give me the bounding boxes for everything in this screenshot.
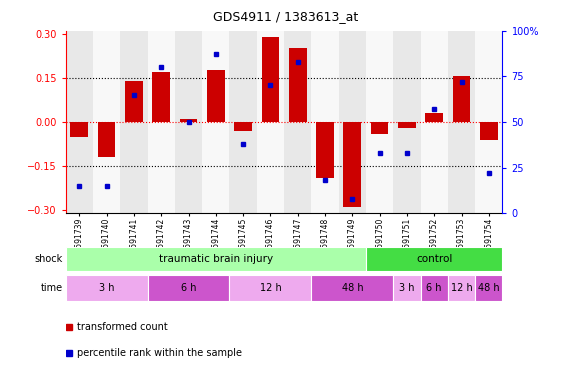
Bar <box>230 31 257 213</box>
Bar <box>448 31 475 213</box>
Text: transformed count: transformed count <box>77 322 168 332</box>
Bar <box>207 70 225 122</box>
Bar <box>120 31 147 213</box>
Bar <box>480 122 498 139</box>
Bar <box>475 31 502 213</box>
Text: control: control <box>416 254 452 264</box>
Bar <box>311 31 339 213</box>
Text: shock: shock <box>35 254 63 264</box>
Bar <box>152 72 170 122</box>
Bar <box>339 31 366 213</box>
Bar <box>371 122 388 134</box>
Text: time: time <box>41 283 63 293</box>
Bar <box>66 275 147 301</box>
Text: 12 h: 12 h <box>451 283 472 293</box>
Bar <box>230 275 311 301</box>
Text: 48 h: 48 h <box>478 283 500 293</box>
Bar <box>125 81 143 122</box>
Text: 6 h: 6 h <box>181 283 196 293</box>
Bar <box>421 31 448 213</box>
Text: GDS4911 / 1383613_at: GDS4911 / 1383613_at <box>213 10 358 23</box>
Text: 3 h: 3 h <box>99 283 114 293</box>
Text: traumatic brain injury: traumatic brain injury <box>159 254 273 264</box>
Bar <box>366 31 393 213</box>
Text: 6 h: 6 h <box>427 283 442 293</box>
Bar <box>257 31 284 213</box>
Bar <box>147 275 230 301</box>
Bar <box>234 122 252 131</box>
Bar <box>70 122 88 137</box>
Bar <box>475 275 502 301</box>
Bar <box>311 275 393 301</box>
Bar <box>66 247 366 271</box>
Text: 3 h: 3 h <box>399 283 415 293</box>
Bar <box>316 122 334 178</box>
Bar <box>289 48 307 122</box>
Bar <box>175 31 202 213</box>
Bar <box>398 122 416 128</box>
Bar <box>425 113 443 122</box>
Bar <box>66 31 93 213</box>
Bar <box>202 31 230 213</box>
Bar <box>448 275 475 301</box>
Bar <box>262 36 279 122</box>
Text: 12 h: 12 h <box>260 283 282 293</box>
Bar <box>180 119 198 122</box>
Bar <box>366 247 502 271</box>
Bar <box>393 31 421 213</box>
Bar <box>393 275 421 301</box>
Bar <box>453 76 471 122</box>
Text: percentile rank within the sample: percentile rank within the sample <box>77 348 242 358</box>
Bar <box>93 31 120 213</box>
Bar <box>98 122 115 157</box>
Bar <box>343 122 361 207</box>
Bar <box>284 31 311 213</box>
Bar <box>147 31 175 213</box>
Bar <box>421 275 448 301</box>
Text: 48 h: 48 h <box>341 283 363 293</box>
